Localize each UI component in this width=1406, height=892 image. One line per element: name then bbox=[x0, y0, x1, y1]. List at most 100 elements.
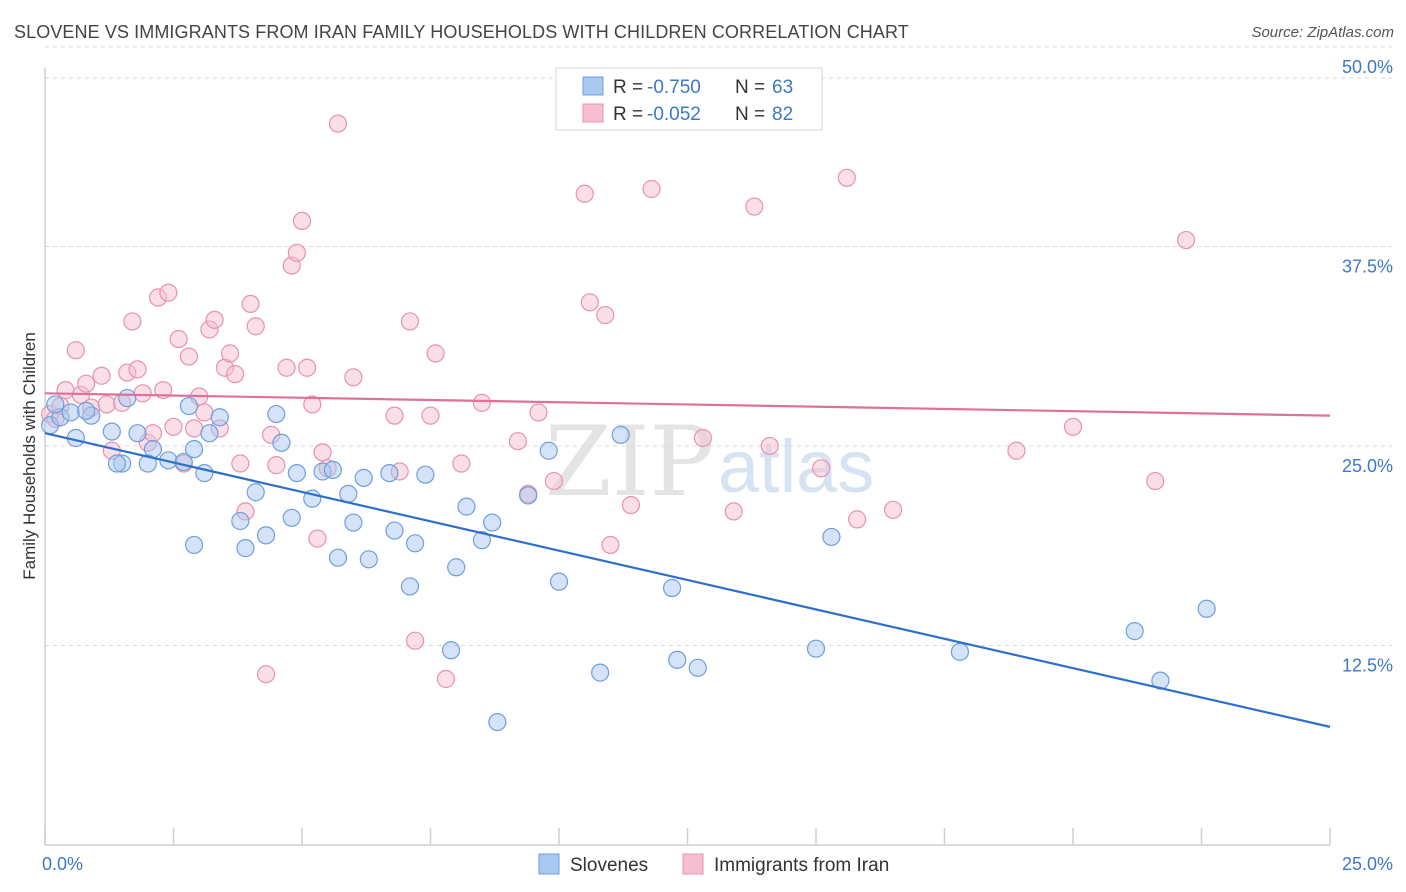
slovenes-point bbox=[267, 404, 286, 424]
iran-point bbox=[883, 500, 903, 519]
slovenes-point bbox=[611, 425, 630, 444]
slovenes-point bbox=[287, 463, 306, 483]
iran-point bbox=[277, 358, 296, 377]
slovenes-point bbox=[591, 663, 610, 682]
iran-point bbox=[436, 669, 456, 689]
iran-point bbox=[575, 184, 594, 203]
iran-point bbox=[184, 419, 204, 438]
iran-point bbox=[421, 406, 440, 425]
slovenes-point bbox=[441, 641, 461, 660]
slovenes-point bbox=[102, 422, 121, 441]
slovenes-point bbox=[184, 440, 204, 459]
iran-point bbox=[123, 312, 142, 331]
slovenes-point bbox=[1125, 622, 1144, 641]
slovenes-point bbox=[272, 433, 291, 452]
bottom-legend-swatch-iran bbox=[682, 853, 704, 875]
iran-point bbox=[256, 665, 276, 684]
slovenes-point bbox=[246, 483, 265, 502]
iran-point bbox=[724, 502, 743, 521]
x-tick-label-max: 25.0% bbox=[1342, 854, 1393, 874]
iran-point bbox=[452, 454, 471, 473]
slovenes-point bbox=[400, 577, 420, 596]
legend-swatch-iran bbox=[582, 103, 604, 123]
slovenes-point bbox=[549, 572, 569, 591]
slovenes-point bbox=[328, 548, 348, 567]
x-tick-label-min: 0.0% bbox=[42, 854, 83, 874]
iran-point bbox=[642, 179, 661, 199]
legend-r-value-2: -0.052 bbox=[647, 104, 701, 125]
iran-point bbox=[66, 341, 85, 360]
iran-point bbox=[169, 329, 188, 349]
iran-point bbox=[246, 317, 265, 336]
iran-point bbox=[159, 283, 178, 302]
iran-point bbox=[344, 368, 363, 387]
legend-swatch-slovenes bbox=[582, 76, 604, 96]
slovenes-point bbox=[472, 531, 491, 550]
slovenes-point bbox=[339, 484, 358, 503]
x-tick-marks bbox=[44, 828, 1331, 845]
slovenes-point bbox=[822, 527, 841, 547]
legend-r-value-1: -0.750 bbox=[647, 77, 701, 98]
iran-point bbox=[267, 456, 286, 475]
chart-title: SLOVENE VS IMMIGRANTS FROM IRAN FAMILY H… bbox=[14, 22, 909, 42]
watermark-atlas: atlas bbox=[718, 425, 874, 508]
iran-point bbox=[226, 365, 245, 384]
iran-trend-line bbox=[44, 392, 1331, 417]
slovenes-point bbox=[128, 424, 147, 443]
iran-point bbox=[693, 428, 713, 448]
slovenes-point bbox=[416, 465, 435, 484]
iran-point bbox=[298, 358, 317, 377]
iran-point bbox=[529, 403, 548, 422]
iran-point bbox=[745, 197, 764, 216]
bottom-legend-label-slovenes: Slovenes bbox=[570, 855, 648, 876]
slovenes-point bbox=[118, 388, 137, 408]
slovenes-point bbox=[539, 441, 558, 460]
iran-point bbox=[205, 310, 224, 329]
slovenes-point bbox=[359, 550, 378, 569]
slovenes-point bbox=[457, 497, 476, 516]
iran-point bbox=[303, 395, 322, 414]
legend-r-label-2: R = bbox=[613, 104, 643, 125]
iran-point bbox=[580, 293, 599, 312]
slovenes-point bbox=[385, 521, 404, 540]
iran-point bbox=[241, 294, 260, 314]
iran-point bbox=[179, 347, 199, 366]
slovenes-trend-line bbox=[44, 432, 1331, 728]
y-tick-label: 37.5% bbox=[1342, 256, 1393, 276]
y-axis-label: Family Households with Children bbox=[20, 332, 39, 580]
slovenes-point bbox=[256, 526, 276, 545]
slovenes-point bbox=[1197, 599, 1216, 618]
iran-point bbox=[601, 535, 620, 555]
iran-point bbox=[133, 384, 152, 403]
slovenes-point bbox=[179, 396, 199, 416]
slovenes-point bbox=[344, 513, 363, 532]
iran-point bbox=[596, 305, 615, 325]
iran-point bbox=[1063, 417, 1083, 436]
legend-box: R = -0.750 N = 63 R = -0.052 N = 82 bbox=[555, 67, 823, 131]
iran-point bbox=[544, 471, 563, 491]
slovenes-point bbox=[46, 395, 65, 414]
slovenes-point bbox=[950, 642, 970, 661]
iran-point bbox=[760, 436, 779, 456]
iran-point bbox=[1176, 230, 1196, 250]
iran-point bbox=[400, 312, 420, 331]
legend-n-value-2: 82 bbox=[772, 104, 793, 125]
iran-point bbox=[97, 395, 116, 414]
iran-point bbox=[313, 443, 332, 462]
slovenes-point bbox=[668, 650, 687, 669]
iran-point bbox=[621, 495, 641, 515]
bottom-legend: Slovenes Immigrants from Iran bbox=[538, 853, 889, 876]
y-tick-label: 25.0% bbox=[1342, 456, 1393, 476]
iran-point bbox=[56, 380, 75, 400]
slovenes-point bbox=[184, 535, 204, 555]
iran-point bbox=[128, 360, 147, 379]
legend-r-label-1: R = bbox=[613, 77, 643, 98]
slovenes-point bbox=[519, 486, 538, 505]
slovenes-point bbox=[662, 578, 682, 598]
trend-lines bbox=[44, 392, 1331, 728]
series-slovenes-points bbox=[41, 388, 1216, 732]
iran-point bbox=[143, 424, 163, 443]
iran-point bbox=[220, 344, 240, 363]
slovenes-point bbox=[236, 539, 255, 558]
